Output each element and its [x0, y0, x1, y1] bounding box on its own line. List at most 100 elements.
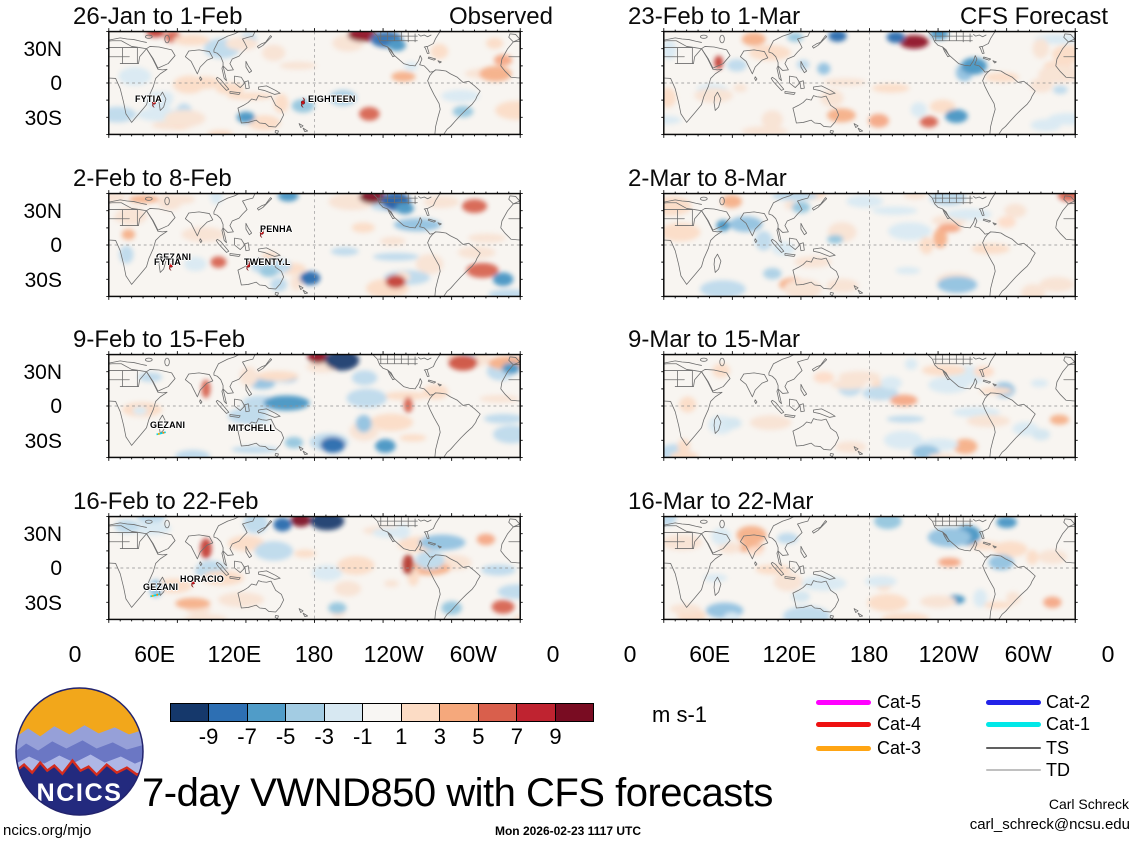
colorbar-segment	[517, 704, 556, 721]
legend-line-cat-2	[986, 699, 1041, 705]
ncics-logo-text: NCICS	[37, 779, 123, 807]
y-axis-label: 30N	[23, 38, 62, 61]
storm-label: FYTIA	[135, 94, 162, 104]
anomaly-map	[105, 351, 523, 462]
colorbar-segment	[324, 704, 364, 721]
colorbar-segment	[440, 704, 479, 721]
anomaly-map	[105, 28, 523, 139]
panel-date-range: 9-Mar to 15-Mar	[628, 326, 801, 353]
legend-line-cat-1	[986, 721, 1041, 727]
panel-date-range: 26-Jan to 1-Feb	[73, 3, 243, 30]
anomaly-map	[660, 513, 1078, 624]
storm-label: MITCHELL	[228, 423, 276, 433]
panel-date-range: 23-Feb to 1-Mar	[628, 3, 801, 30]
legend-label: Cat-4	[877, 714, 922, 734]
ncics-logo: NCICS	[15, 687, 144, 816]
y-axis-label: 0	[50, 395, 62, 418]
anomaly-map	[660, 351, 1078, 462]
storm-label: FYTIA	[154, 257, 181, 267]
legend-line-cat-4	[816, 721, 871, 727]
x-axis-label: 120W	[363, 641, 424, 667]
y-axis-label: 0	[50, 72, 62, 95]
colorbar	[170, 703, 594, 722]
x-axis-label: 180	[849, 641, 889, 667]
colorbar-segment	[363, 704, 402, 721]
footer-author-name: Carl Schreck	[1048, 796, 1129, 812]
map-panel: 16-Feb to 22-Feb HORACIO GEZANI	[73, 489, 553, 624]
legend-line-td	[986, 769, 1041, 771]
colorbar-segment	[555, 704, 593, 721]
anomaly-map	[105, 190, 523, 301]
x-axis-label: 120E	[762, 641, 817, 667]
panel-date-range: 2-Mar to 8-Mar	[628, 165, 787, 192]
y-axis-label: 30S	[24, 592, 62, 615]
map-panel: 26-Jan to 1-Feb Observed FYTIA EIGHTEEN	[73, 4, 553, 139]
colorbar-segment	[478, 704, 518, 721]
x-axis-label: 60W	[1004, 641, 1052, 667]
x-axis-label: 0	[546, 641, 560, 667]
y-axis-label: 30N	[23, 361, 62, 384]
colorbar-tick-label: -1	[352, 724, 373, 749]
colorbar-tick-label: 7	[510, 724, 524, 749]
map-panel: 9-Feb to 15-Feb GEZANI MITCHELL	[73, 327, 553, 462]
x-axis-label: 120E	[207, 641, 262, 667]
panel-date-range: 9-Feb to 15-Feb	[73, 326, 246, 353]
y-axis-label: 30S	[24, 107, 62, 130]
x-axis-label: 0	[623, 641, 637, 667]
panel-date-range: 16-Mar to 22-Mar	[628, 488, 814, 515]
x-axis-label: 60E	[134, 641, 176, 667]
panel-date-range: 16-Feb to 22-Feb	[73, 488, 259, 515]
legend-line-cat-5	[816, 699, 871, 705]
colorbar-tick-label: 5	[472, 724, 485, 749]
footer-site-link[interactable]: ncics.org/mjo	[3, 822, 92, 839]
anomaly-map	[105, 513, 523, 624]
colorbar-tick-label: 9	[549, 724, 562, 749]
footer-timestamp: Mon 2026-02-23 1117 UTC	[494, 824, 642, 838]
y-axis-label: 30N	[23, 523, 62, 546]
x-axis-label: 60W	[449, 641, 497, 667]
legend-label: TS	[1046, 738, 1070, 758]
colorbar-tick-label: -9	[198, 724, 219, 749]
legend-label: Cat-2	[1046, 692, 1091, 712]
storm-label: EIGHTEEN	[308, 94, 356, 104]
colorbar-tick-label: 1	[395, 724, 408, 749]
colorbar-segment	[171, 704, 210, 721]
legend-line-cat-3	[816, 745, 871, 751]
panel-source-label: CFS Forecast	[959, 3, 1108, 30]
panel-date-range: 2-Feb to 8-Feb	[73, 165, 232, 192]
storm-label: GEZANI	[156, 252, 192, 262]
y-axis-label: 0	[50, 234, 62, 257]
colorbar-tick-label: 3	[433, 724, 446, 749]
footer-author-email[interactable]: carl_schreck@ncsu.edu	[969, 816, 1130, 833]
y-axis-label: 30N	[23, 200, 62, 223]
map-panel: 23-Feb to 1-Mar CFS Forecast	[628, 4, 1108, 139]
map-panel: 2-Mar to 8-Mar	[628, 166, 1108, 301]
y-axis-label: 30S	[24, 269, 62, 292]
colorbar-segment	[247, 704, 287, 721]
storm-label: PENHA	[260, 224, 293, 234]
anomaly-map	[660, 190, 1078, 301]
y-axis-label: 0	[50, 557, 62, 580]
colorbar-segment	[401, 704, 441, 721]
panel-source-label: Observed	[448, 3, 553, 30]
storm-label: HORACIO	[180, 574, 224, 584]
legend-line-ts	[986, 746, 1041, 750]
x-axis-label: 120W	[918, 641, 979, 667]
storm-label: GEZANI	[143, 582, 179, 592]
legend-label: TD	[1046, 760, 1070, 780]
legend-label: Cat-1	[1046, 714, 1091, 734]
y-axis-label: 30S	[24, 430, 62, 453]
map-panel: 16-Mar to 22-Mar	[628, 489, 1108, 624]
colorbar-tick-label: -7	[237, 724, 257, 749]
x-axis-label: 0	[1101, 641, 1115, 667]
storm-label: TWENTY.L	[244, 257, 291, 267]
colorbar-tick-label: -3	[314, 724, 334, 749]
map-panel: 2-Feb to 8-Feb PENHA GEZANI FYTIA TWENTY.L	[73, 166, 553, 301]
anomaly-map	[660, 28, 1078, 139]
colorbar-segment	[209, 704, 248, 721]
x-axis-label: 60E	[689, 641, 731, 667]
storm-label: GEZANI	[150, 420, 186, 430]
map-panel: 9-Mar to 15-Mar	[628, 327, 1108, 462]
colorbar-segment	[286, 704, 325, 721]
